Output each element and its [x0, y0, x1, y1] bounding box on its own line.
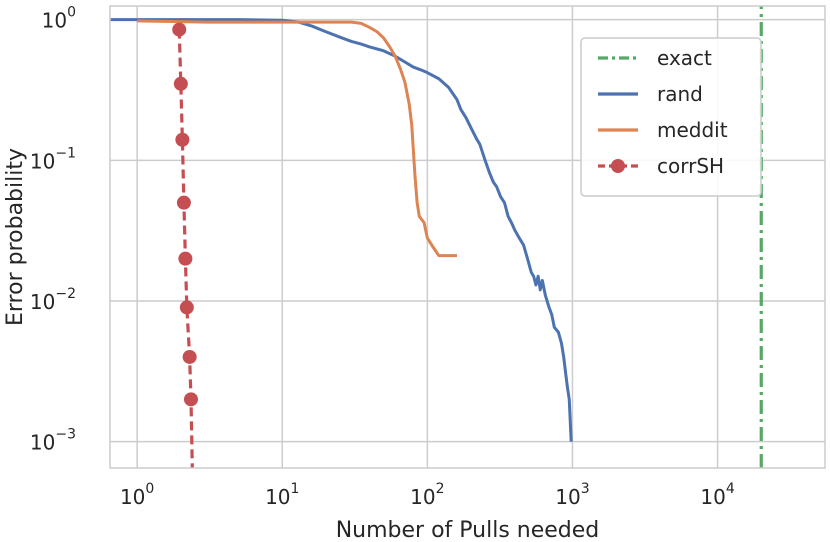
y-tick-labels: 100 10−1 10−2 10−3 — [30, 5, 76, 455]
plot-frame — [109, 5, 826, 469]
legend-label-corrSH: corrSH — [657, 154, 724, 178]
y-tick-label-2: 10−2 — [30, 286, 76, 314]
legend-label-exact: exact — [657, 46, 712, 70]
x-tick-label-2: 102 — [410, 481, 444, 509]
point-corrSH-0 — [172, 22, 187, 37]
x-tick-label-1: 101 — [265, 481, 299, 509]
point-corrSH-3 — [176, 195, 191, 210]
legend-label-rand: rand — [657, 82, 703, 106]
x-tick-label-4: 104 — [700, 481, 734, 509]
point-corrSH-4 — [178, 251, 193, 266]
series-line-meddit — [137, 19, 457, 258]
legend-marker-corrSH — [611, 159, 625, 173]
y-tick-label-1: 10−1 — [30, 145, 76, 173]
y-tick-label-0: 100 — [42, 5, 76, 33]
x-tick-label-3: 103 — [555, 481, 589, 509]
y-axis-label: Error probability — [3, 148, 28, 326]
series-line-rand — [110, 18, 573, 442]
point-corrSH-7 — [183, 392, 198, 407]
legend-box — [580, 37, 762, 197]
x-tick-labels: 100 101 102 103 104 — [120, 481, 735, 509]
point-corrSH-6 — [182, 349, 197, 364]
legend-label-meddit: meddit — [657, 118, 728, 142]
point-corrSH-5 — [179, 300, 194, 315]
x-tick-label-0: 100 — [120, 481, 154, 509]
point-corrSH-1 — [173, 76, 188, 91]
legend: exact rand meddit corrSH — [580, 37, 762, 197]
y-tick-label-3: 10−3 — [30, 427, 76, 455]
point-corrSH-2 — [175, 132, 190, 147]
x-axis-label: Number of Pulls needed — [336, 518, 600, 542]
